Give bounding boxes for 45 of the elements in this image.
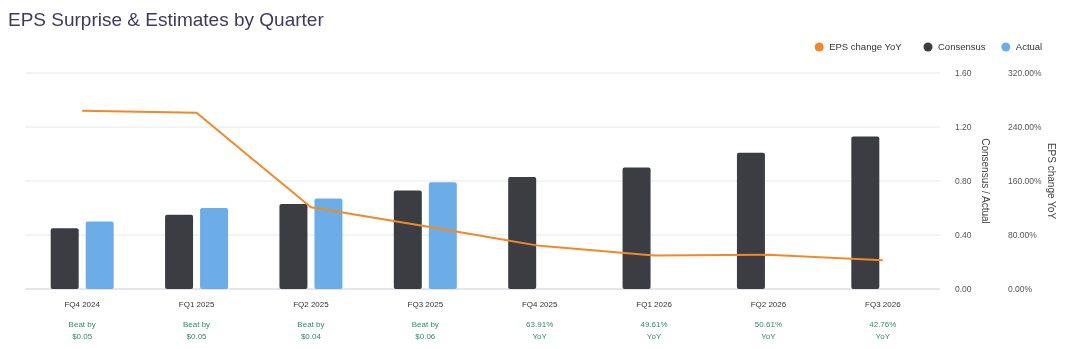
x-tick-label: FQ1 2026 bbox=[636, 300, 673, 309]
x-tick-label: FQ3 2025 bbox=[407, 300, 444, 309]
y2-tick-label: 160.00% bbox=[1008, 175, 1042, 186]
x-tick-label: FQ2 2026 bbox=[750, 300, 787, 309]
bar bbox=[393, 190, 422, 289]
text: Beat by $0.05 bbox=[182, 320, 211, 341]
x-tick-label: FQ1 2025 bbox=[178, 300, 215, 309]
text: 50.61% YoY bbox=[754, 320, 783, 341]
x-tick-label: FQ3 2026 bbox=[865, 300, 902, 309]
chart-title: EPS Surprise & Estimates by Quarter bbox=[8, 9, 325, 30]
y-tick-label: 1.20 bbox=[955, 121, 972, 132]
bar bbox=[622, 167, 651, 289]
legend-label: Actual bbox=[1015, 41, 1043, 52]
bar bbox=[200, 208, 229, 289]
bar bbox=[165, 214, 194, 289]
line-series bbox=[81, 109, 884, 262]
y-axis-title: Consensus / Actual bbox=[980, 138, 991, 224]
text: 63.91% YoY bbox=[526, 320, 554, 341]
text: Beat by $0.06 bbox=[411, 320, 439, 341]
bar bbox=[508, 176, 537, 289]
y2-tick-label: 240.00% bbox=[1008, 121, 1042, 132]
text: Beat by $0.04 bbox=[297, 320, 325, 341]
bar bbox=[428, 182, 457, 289]
legend-label: Consensus bbox=[938, 41, 986, 52]
y2-tick-label: 320.00% bbox=[1008, 67, 1042, 78]
bar bbox=[279, 203, 308, 289]
legend-label: EPS change YoY bbox=[829, 41, 903, 52]
text: 42.76% YoY bbox=[869, 320, 897, 341]
y-tick-label: 1.60 bbox=[955, 67, 972, 78]
bar bbox=[50, 228, 79, 289]
text: 49.61% YoY bbox=[640, 320, 668, 341]
bar bbox=[851, 136, 880, 289]
y-tick-label: 0.80 bbox=[955, 175, 972, 186]
y2-tick-label: 80.00% bbox=[1008, 229, 1038, 240]
y-tick-label: 0.40 bbox=[955, 229, 972, 240]
x-tick-label: FQ2 2025 bbox=[293, 300, 330, 309]
y-tick-label: 0.00 bbox=[955, 283, 972, 294]
text: Beat by $0.05 bbox=[68, 320, 96, 341]
y2-axis-title: EPS change YoY bbox=[1046, 142, 1057, 220]
bar bbox=[314, 198, 343, 289]
bar bbox=[85, 221, 114, 289]
y2-tick-label: 0.00% bbox=[1008, 283, 1033, 294]
x-tick-label: FQ4 2024 bbox=[64, 300, 101, 309]
bar bbox=[736, 152, 765, 289]
x-tick-label: FQ4 2025 bbox=[521, 300, 559, 309]
